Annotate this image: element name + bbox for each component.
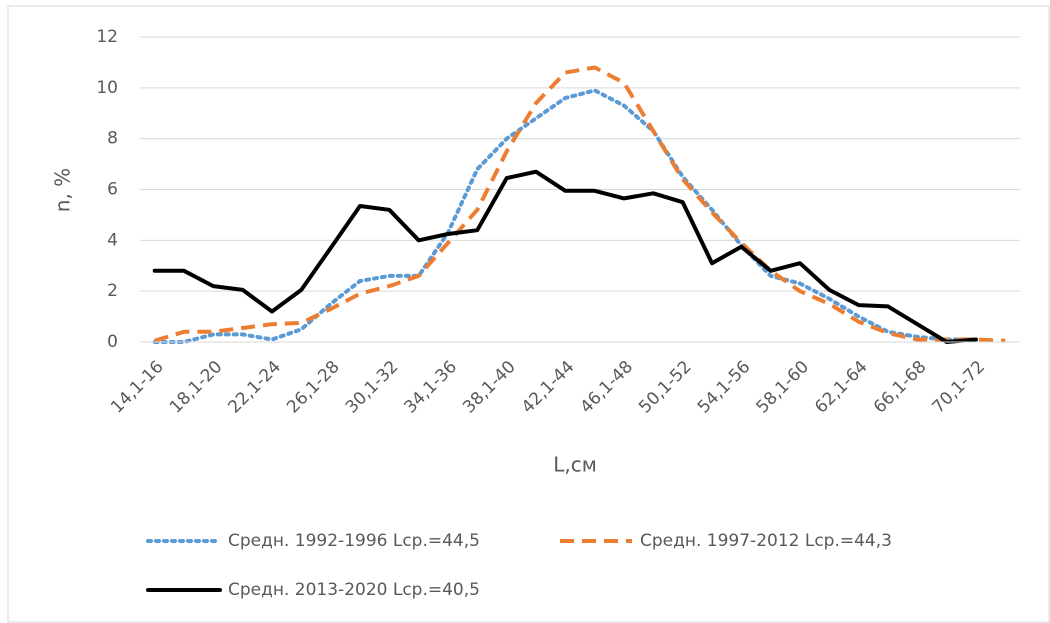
y-tick-label: 6 [107, 180, 118, 200]
y-tick-label: 10 [96, 78, 118, 98]
y-axis-label: n, % [51, 168, 75, 212]
x-axis-label: L,см [553, 453, 597, 477]
y-tick-label: 4 [107, 230, 118, 250]
chart-frame [7, 5, 1050, 623]
series-line [154, 65, 1006, 343]
legend-label: Средн. 1992-1996 Lср.=44,5 [228, 531, 480, 551]
series-line [152, 169, 978, 344]
y-tick-label: 8 [107, 129, 118, 149]
series-line [152, 88, 978, 344]
y-tick-label: 2 [107, 281, 118, 301]
legend-label: Средн. 2013-2020 Lср.=40,5 [228, 580, 480, 600]
y-tick-label: 12 [96, 27, 118, 47]
y-tick-label: 0 [107, 332, 118, 352]
legend-label: Средн. 1997-2012 Lср.=44,3 [640, 531, 892, 551]
